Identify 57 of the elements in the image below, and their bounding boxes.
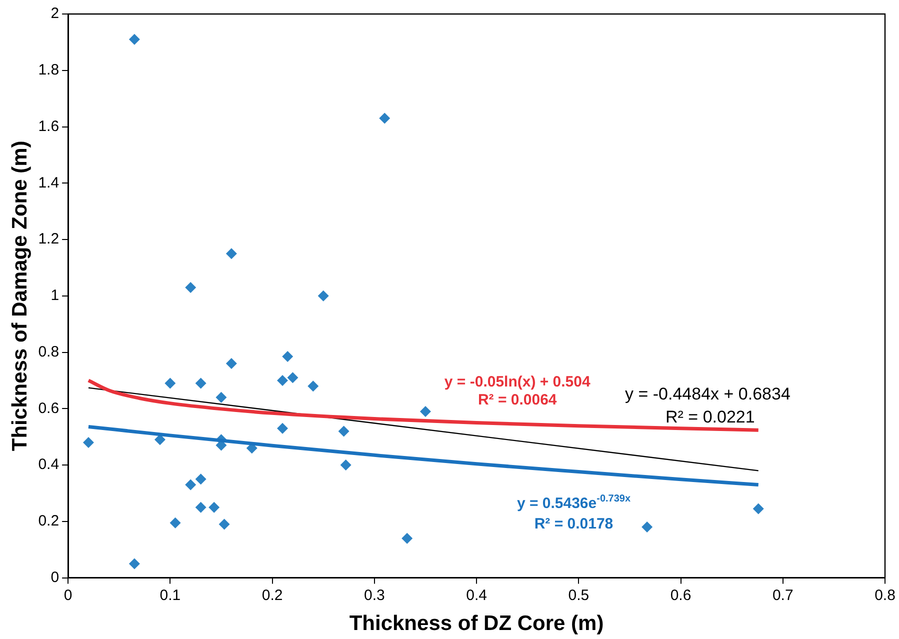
point — [208, 502, 220, 513]
y-tick-label: 1.6 — [38, 118, 60, 135]
point — [170, 517, 181, 528]
point — [318, 290, 329, 302]
y-tick-label: 2 — [50, 5, 60, 22]
y-tick-label: 1.2 — [38, 230, 60, 248]
point — [195, 502, 206, 513]
point — [164, 378, 176, 389]
point — [420, 406, 431, 417]
point — [402, 532, 413, 544]
annotation: R² = 0.0221 — [666, 407, 755, 426]
x-tick-label: 0.3 — [364, 586, 385, 604]
annotation: y = -0.05ln(x) + 0.504 — [444, 373, 591, 390]
point — [277, 374, 288, 386]
annotation: y = -0.4484x + 0.6834 — [625, 384, 790, 404]
point — [82, 436, 94, 448]
x-tick-label: 0.7 — [772, 586, 794, 604]
point — [277, 422, 288, 434]
y-tick-label: 0.8 — [38, 343, 60, 360]
point — [338, 426, 350, 437]
x-tick-label: 0 — [64, 586, 72, 604]
point — [308, 380, 319, 392]
point — [185, 479, 196, 490]
point — [128, 558, 140, 570]
point — [216, 392, 227, 403]
x-tick-label: 0.1 — [160, 586, 181, 604]
x-tick-label: 0.8 — [874, 586, 896, 604]
y-tick-label: 1.8 — [38, 62, 60, 79]
x-tick-label: 0.5 — [568, 586, 590, 604]
point — [752, 503, 764, 514]
line-series — [86, 424, 760, 487]
annotation: R² = 0.0064 — [478, 391, 558, 408]
y-tick-label: 0.2 — [38, 512, 60, 530]
point — [642, 522, 653, 533]
x-tick-label: 0.2 — [262, 586, 283, 604]
y-tick-label: 0.4 — [38, 456, 60, 474]
point — [226, 248, 237, 260]
point — [128, 34, 140, 45]
point — [195, 378, 206, 389]
y-axis-title: Thickness of Damage Zone (m) — [8, 140, 32, 452]
point — [287, 372, 298, 384]
y-tick-label: 0 — [50, 568, 60, 586]
y-tick-label: 1.4 — [38, 174, 60, 192]
point — [226, 358, 237, 370]
point — [154, 434, 166, 446]
point — [218, 518, 230, 530]
y-tick-label: 1 — [50, 287, 60, 304]
x-tick-label: 0.6 — [670, 586, 692, 604]
point — [195, 474, 206, 485]
y-tick-label: 0.6 — [38, 400, 60, 417]
point — [282, 351, 294, 362]
point — [185, 282, 196, 293]
point — [340, 460, 352, 471]
annotation: R² = 0.0178 — [534, 515, 614, 532]
x-tick-label: 0.4 — [466, 586, 487, 604]
point — [379, 112, 390, 124]
x-axis-title: Thickness of DZ Core (m) — [349, 612, 604, 636]
